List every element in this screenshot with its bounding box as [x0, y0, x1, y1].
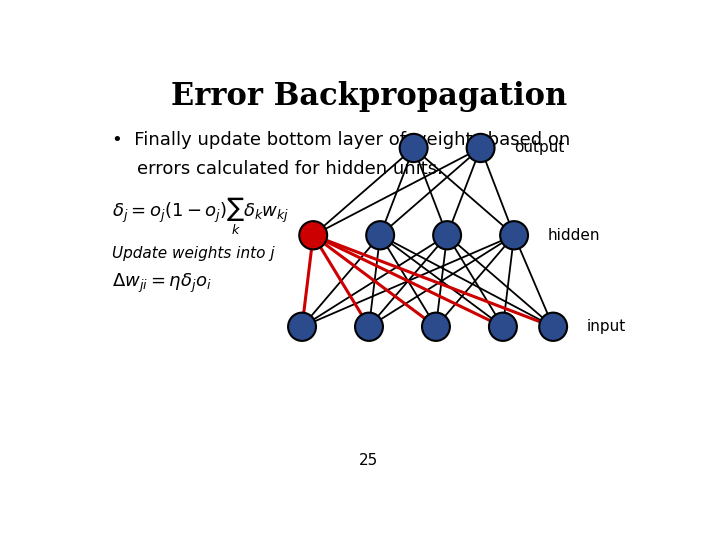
Text: Error Backpropagation: Error Backpropagation — [171, 82, 567, 112]
Text: Update weights into j: Update weights into j — [112, 246, 275, 261]
Text: output: output — [514, 140, 564, 156]
Ellipse shape — [366, 221, 394, 249]
Text: $\delta_j = o_j(1-o_j)\sum_k \delta_k w_{kj}$: $\delta_j = o_j(1-o_j)\sum_k \delta_k w_… — [112, 196, 289, 237]
Text: input: input — [587, 319, 626, 334]
Ellipse shape — [433, 221, 461, 249]
Ellipse shape — [422, 313, 450, 341]
Text: errors calculated for hidden units.: errors calculated for hidden units. — [138, 160, 444, 178]
Text: •  Finally update bottom layer of weights based on: • Finally update bottom layer of weights… — [112, 131, 570, 150]
Text: 25: 25 — [359, 453, 379, 468]
Ellipse shape — [300, 221, 327, 249]
Ellipse shape — [500, 221, 528, 249]
Ellipse shape — [288, 313, 316, 341]
Text: hidden: hidden — [548, 228, 600, 243]
Ellipse shape — [539, 313, 567, 341]
Text: $\Delta w_{ji} = \eta \delta_j o_i$: $\Delta w_{ji} = \eta \delta_j o_i$ — [112, 272, 212, 295]
Ellipse shape — [489, 313, 517, 341]
Ellipse shape — [467, 134, 495, 162]
Ellipse shape — [400, 134, 428, 162]
Ellipse shape — [355, 313, 383, 341]
